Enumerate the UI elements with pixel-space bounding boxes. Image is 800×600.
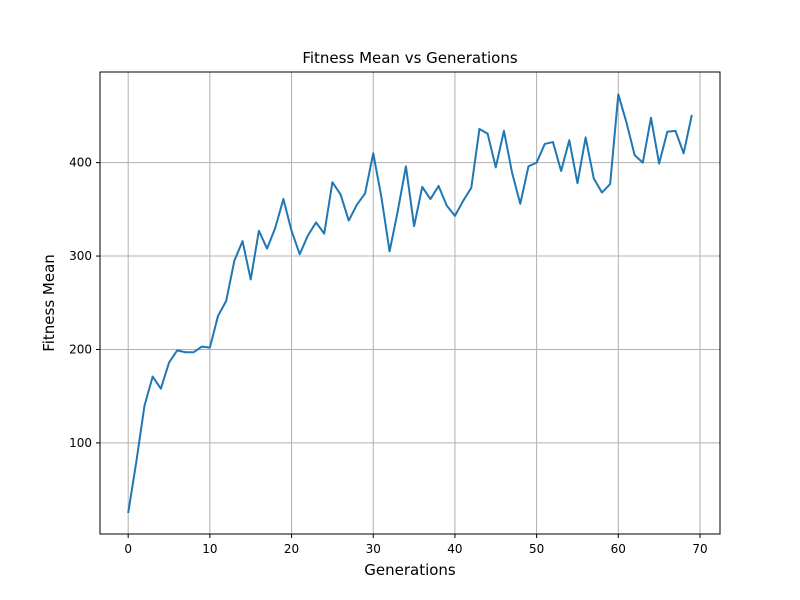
x-axis-label: Generations	[364, 561, 456, 579]
x-tick-label: 60	[611, 542, 626, 556]
grid-lines	[100, 72, 720, 534]
x-tick-label: 30	[366, 542, 381, 556]
x-tick-label: 70	[692, 542, 707, 556]
x-tick-label: 20	[284, 542, 299, 556]
x-axis-ticks: 0 10 20 30 40 50 60 70	[124, 534, 708, 556]
x-tick-label: 10	[202, 542, 217, 556]
y-tick-label: 400	[69, 156, 92, 170]
series-line	[127, 93, 693, 514]
x-tick-label: 50	[529, 542, 544, 556]
plot-frame	[99, 71, 721, 535]
x-tick-label: 0	[124, 542, 132, 556]
y-tick-label: 100	[69, 436, 92, 450]
y-tick-label: 200	[69, 342, 92, 356]
x-tick-label: 40	[447, 542, 462, 556]
y-tick-label: 300	[69, 249, 92, 263]
y-axis-label: Fitness Mean	[40, 254, 58, 352]
series-group	[127, 93, 693, 514]
y-axis-ticks: 100 200 300 400	[69, 156, 100, 450]
chart-title: Fitness Mean vs Generations	[302, 49, 517, 67]
